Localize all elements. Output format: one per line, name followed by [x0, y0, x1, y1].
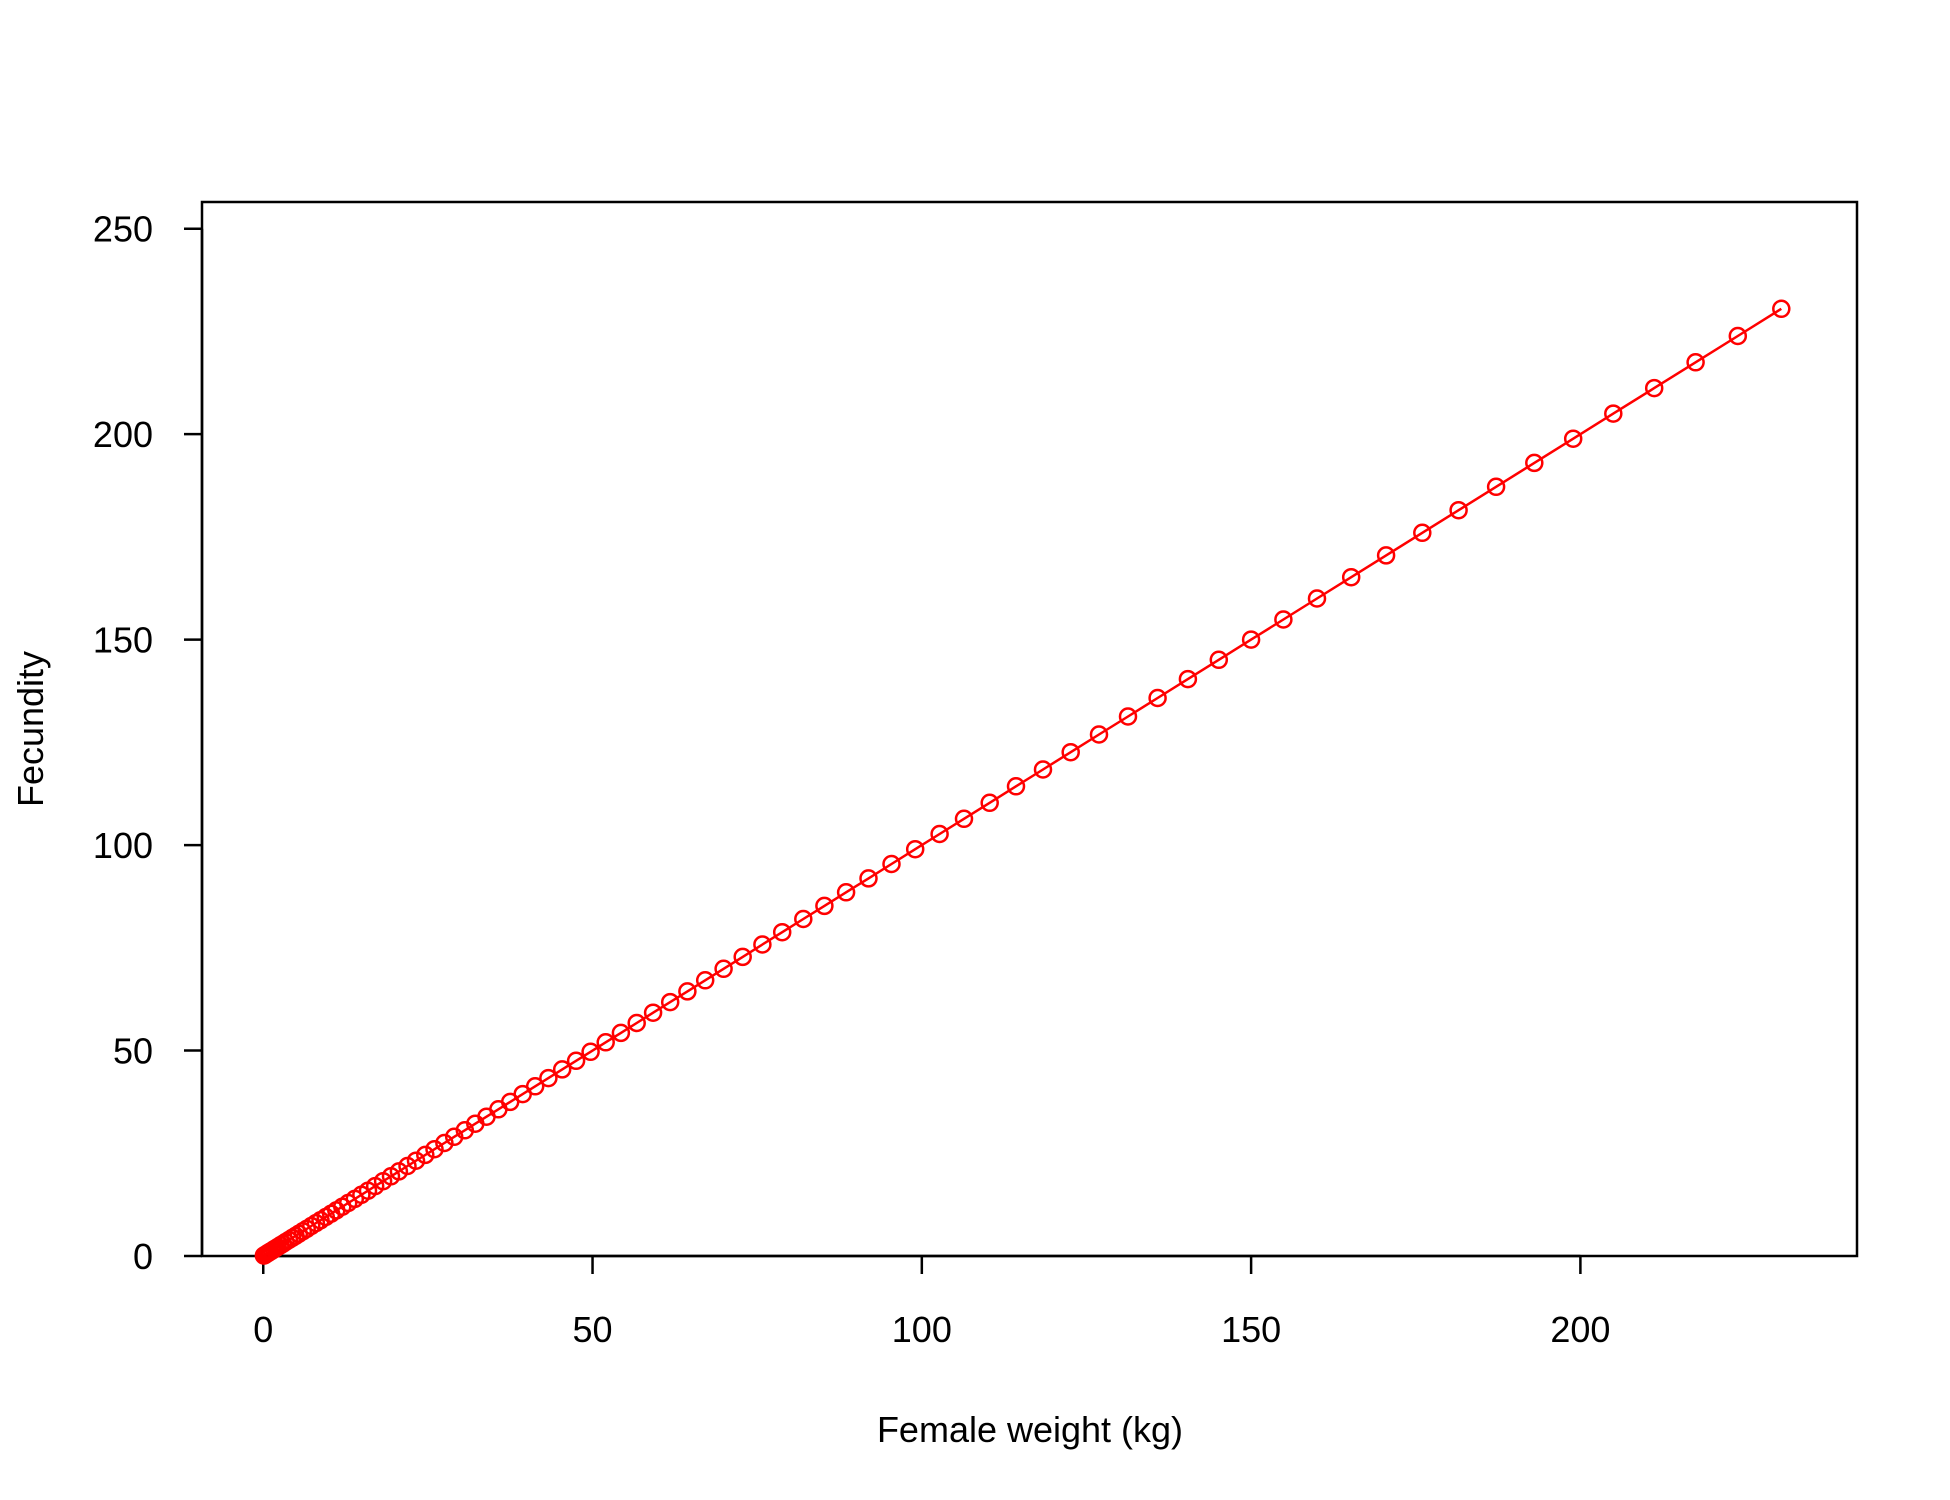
- data-point: [525, 1077, 545, 1096]
- series-layer: [254, 299, 1791, 1265]
- data-point: [1118, 707, 1138, 726]
- x-tick-label: 0: [253, 1309, 273, 1350]
- data-point: [611, 1023, 631, 1043]
- data-point: [1061, 742, 1080, 762]
- data-point: [406, 1151, 426, 1170]
- data-point: [1178, 669, 1198, 689]
- data-point: [1274, 610, 1293, 629]
- data-point: [1341, 567, 1361, 587]
- data-point: [1089, 725, 1109, 744]
- data-point: [859, 869, 878, 888]
- x-tick-label: 50: [573, 1309, 613, 1350]
- data-point: [714, 959, 733, 979]
- data-point: [930, 824, 949, 844]
- data-point: [1772, 299, 1791, 319]
- x-axis: 0 50 100 150 200: [253, 1254, 1610, 1350]
- x-axis-title: Female weight (kg): [877, 1409, 1183, 1450]
- data-point: [1413, 523, 1432, 543]
- x-tick-label: 100: [892, 1309, 952, 1350]
- data-point: [435, 1133, 454, 1153]
- data-point: [1033, 760, 1053, 779]
- data-point: [794, 909, 813, 929]
- data-point: [425, 1139, 444, 1159]
- y-tick-label: 100: [93, 825, 153, 866]
- y-tick-label: 0: [133, 1236, 153, 1277]
- y-tick-label: 200: [93, 414, 153, 455]
- data-point: [539, 1068, 558, 1088]
- data-point: [627, 1013, 646, 1033]
- data-point: [1449, 500, 1468, 520]
- data-point: [980, 793, 999, 813]
- data-point: [1241, 630, 1261, 649]
- x-tick-label: 200: [1550, 1309, 1610, 1350]
- data-point: [882, 854, 901, 874]
- y-tick-label: 250: [93, 209, 153, 250]
- x-tick-label: 150: [1221, 1309, 1281, 1350]
- data-point: [1525, 453, 1544, 473]
- data-point: [753, 935, 772, 954]
- data-point: [905, 839, 925, 859]
- data-point: [1563, 429, 1583, 448]
- data-point: [1604, 404, 1623, 423]
- plot-frame: [200, 200, 1859, 1258]
- data-point: [772, 922, 792, 942]
- data-point: [678, 982, 697, 1001]
- y-tick-label: 50: [113, 1031, 153, 1072]
- data-point: [660, 992, 680, 1012]
- data-point: [695, 971, 715, 990]
- data-point: [566, 1051, 586, 1071]
- data-point: [733, 947, 752, 967]
- data-point: [596, 1033, 615, 1052]
- data-point: [1644, 378, 1664, 398]
- data-point: [1148, 688, 1167, 708]
- data-point: [416, 1145, 435, 1165]
- data-point: [1376, 546, 1396, 565]
- y-tick-label: 150: [93, 620, 153, 661]
- data-point: [1486, 477, 1506, 497]
- data-point: [954, 809, 974, 829]
- data-point: [836, 883, 856, 902]
- data-point: [1307, 589, 1327, 608]
- data-point: [1686, 353, 1705, 372]
- data-point: [1006, 777, 1026, 796]
- data-point: [1209, 650, 1229, 670]
- data-point: [1728, 326, 1748, 346]
- data-point: [815, 896, 834, 916]
- y-axis-title: Fecundity: [10, 651, 51, 807]
- data-point: [552, 1060, 572, 1079]
- y-axis: 0 50 100 150 200 250: [93, 209, 204, 1277]
- data-point: [581, 1042, 600, 1062]
- data-point: [643, 1003, 663, 1022]
